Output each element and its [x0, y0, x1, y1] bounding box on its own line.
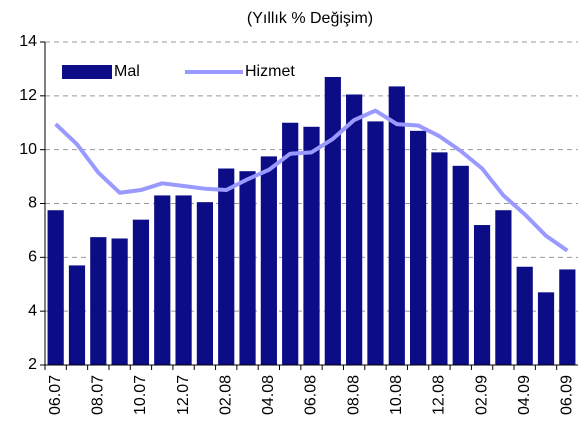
bar — [559, 269, 576, 365]
chart-title: (Yıllık % Değişim) — [247, 10, 373, 27]
line — [54, 108, 569, 253]
y-tick-label: 10 — [19, 141, 37, 158]
legend-label: Hizmet — [245, 63, 295, 80]
bar — [324, 76, 341, 365]
y-tick-label: 2 — [28, 356, 37, 373]
bar — [175, 195, 192, 365]
bar — [388, 86, 405, 365]
legend-label: Mal — [114, 63, 140, 80]
x-tick-label: 02.08 — [217, 375, 234, 415]
bar — [346, 94, 363, 366]
bar — [47, 210, 64, 365]
x-tick-label: 04.08 — [260, 375, 277, 415]
y-tick-label: 8 — [28, 195, 37, 212]
bar — [239, 171, 256, 365]
bar — [537, 292, 555, 365]
bar — [132, 219, 150, 365]
bar — [431, 152, 448, 365]
x-tick-label: 06.08 — [303, 375, 320, 415]
bar — [452, 165, 469, 365]
bar — [367, 121, 384, 365]
y-tick-label: 6 — [28, 249, 37, 266]
x-tick-label: 08.08 — [345, 375, 362, 415]
bar — [68, 265, 86, 365]
x-tick-label: 10.08 — [388, 375, 405, 415]
bar — [303, 126, 320, 365]
legend-swatch — [62, 65, 112, 79]
x-tick-label: 04.09 — [516, 375, 533, 415]
bar — [196, 202, 214, 365]
x-tick-label: 06.09 — [559, 375, 576, 415]
x-tick-label: 08.07 — [90, 375, 107, 415]
x-tick-label: 10.07 — [132, 375, 149, 415]
bar — [260, 156, 277, 365]
bar — [154, 195, 171, 365]
bar — [218, 168, 235, 365]
x-tick-label: 06.07 — [47, 375, 64, 415]
y-tick-label: 12 — [19, 87, 37, 104]
x-tick-label: 02.09 — [473, 375, 490, 415]
y-tick-label: 4 — [28, 302, 37, 319]
bar — [495, 210, 512, 365]
bar — [90, 237, 107, 365]
bar — [409, 130, 427, 365]
y-tick-label: 14 — [19, 33, 37, 50]
bar — [516, 266, 533, 365]
x-tick-label: 12.07 — [175, 375, 192, 415]
bar — [473, 225, 491, 365]
x-tick-label: 12.08 — [431, 375, 448, 415]
bar — [111, 238, 128, 365]
bar — [282, 122, 299, 365]
